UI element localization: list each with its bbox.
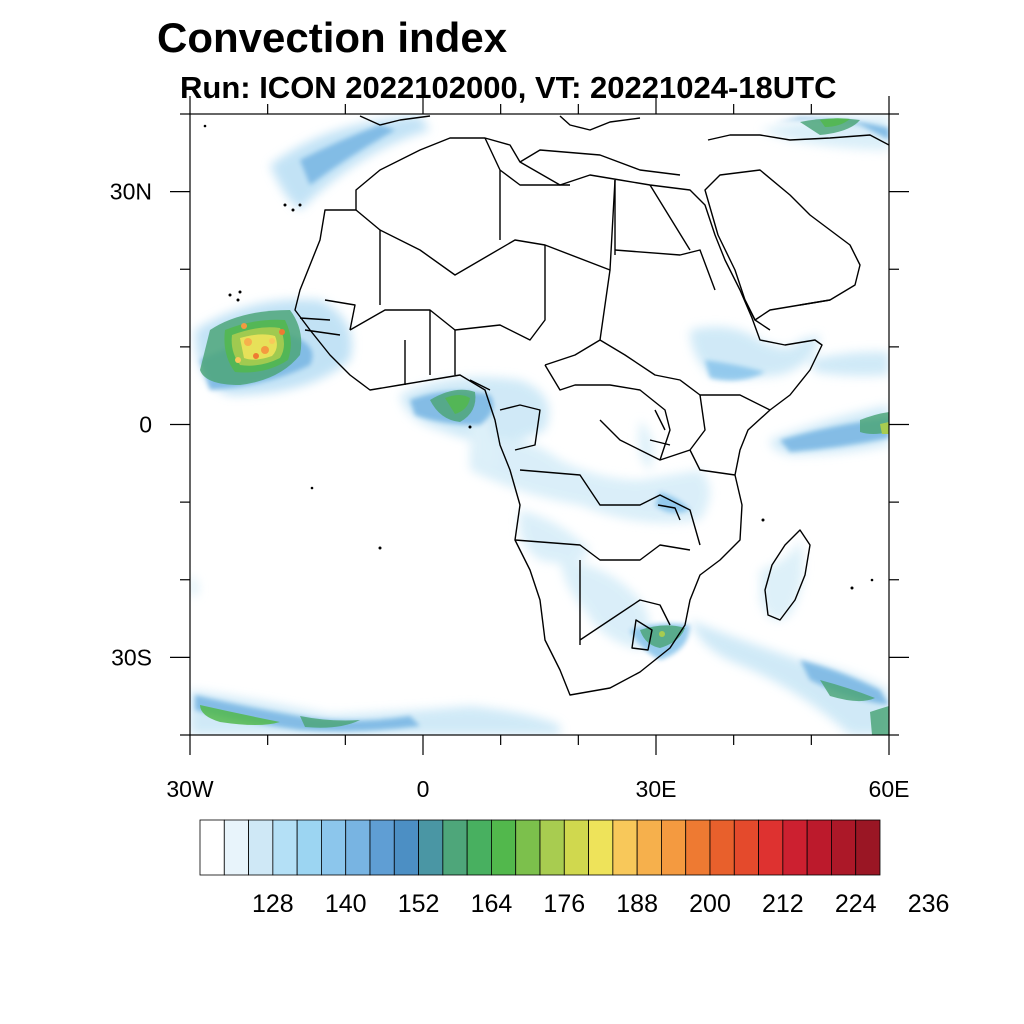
colorbar-swatch — [223, 819, 249, 876]
colorbar-swatch — [272, 819, 298, 876]
colorbar-swatch — [539, 819, 565, 876]
map-area — [190, 114, 889, 735]
colorbar-label: 176 — [543, 890, 585, 918]
colorbar-swatch — [855, 819, 881, 876]
map-axes: 30N 0 30S 30W 0 30E 60E — [110, 96, 910, 802]
colorbar-swatch — [563, 819, 589, 876]
colorbar-swatch — [612, 819, 638, 876]
colorbar-swatch — [321, 819, 347, 876]
colorbar-swatch — [345, 819, 371, 876]
small-islands — [203, 124, 874, 590]
lon-tick-label: 60E — [869, 776, 910, 802]
colorbar-swatch — [758, 819, 784, 876]
colorbar-swatch — [733, 819, 759, 876]
lon-tick-label: 30E — [636, 776, 677, 802]
colorbar-swatch — [782, 819, 808, 876]
colorbar-label: 128 — [252, 890, 294, 918]
colorbar-label: 212 — [762, 890, 804, 918]
colorbar-label: 224 — [835, 890, 877, 918]
colorbar-swatch — [806, 819, 832, 876]
lat-tick-label: 0 — [139, 412, 152, 438]
lon-tick-label: 0 — [417, 776, 430, 802]
colorbar-swatch — [709, 819, 735, 876]
colorbar-swatch — [418, 819, 444, 876]
colorbar-swatch — [588, 819, 614, 876]
colorbar-swatch — [248, 819, 274, 876]
colorbar-label: 140 — [325, 890, 367, 918]
convection-strong-cores — [200, 118, 889, 735]
colorbar-swatch — [199, 819, 225, 876]
colorbar-swatch — [466, 819, 492, 876]
colorbar-swatch — [369, 819, 395, 876]
colorbar-swatch — [661, 819, 687, 876]
map-subtitle: Run: ICON 2022102000, VT: 20221024-18UTC — [180, 70, 837, 105]
colorbar-swatch — [515, 819, 541, 876]
lat-tick-label: 30N — [110, 179, 152, 205]
colorbar-swatch — [442, 819, 468, 876]
colorbar-label: 236 — [908, 890, 950, 918]
colorbar-swatch — [636, 819, 662, 876]
colorbar-swatch — [491, 819, 517, 876]
colorbar-label: 188 — [616, 890, 658, 918]
colorbar-label: 164 — [471, 890, 513, 918]
colorbar-label: 200 — [689, 890, 731, 918]
map-title: Convection index — [157, 14, 508, 61]
colorbar: 128 140 152 164 176 188 200 212 224 236 — [199, 819, 950, 918]
lon-tick-label: 30W — [166, 776, 214, 802]
colorbar-label: 152 — [398, 890, 440, 918]
colorbar-swatch — [685, 819, 711, 876]
lat-tick-label: 30S — [111, 644, 152, 670]
colorbar-swatch — [296, 819, 322, 876]
colorbar-swatch — [393, 819, 419, 876]
colorbar-swatch — [831, 819, 857, 876]
coastlines-and-borders — [294, 115, 889, 696]
